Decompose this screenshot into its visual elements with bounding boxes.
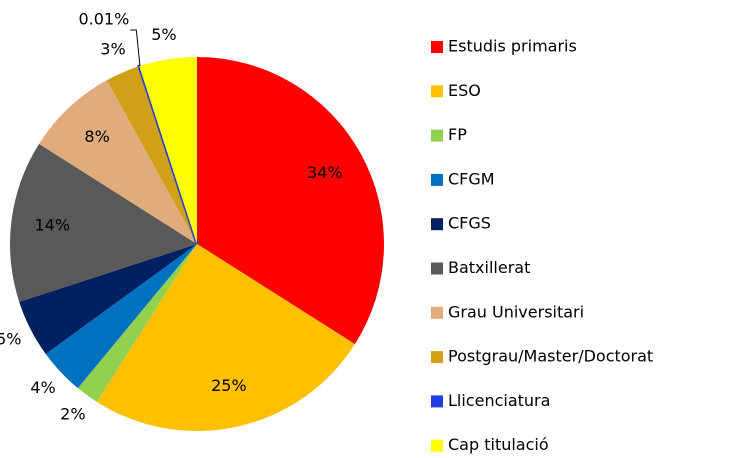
pie-slice [39, 80, 198, 245]
legend-swatch [431, 173, 443, 186]
legend-label: Grau Universitari [448, 302, 584, 321]
legend-swatch [431, 351, 443, 364]
pie-slice [137, 64, 199, 245]
pie-slice [139, 57, 197, 244]
data-label: 2% [60, 405, 85, 424]
legend-swatch [431, 262, 443, 275]
legend-swatch [431, 41, 443, 53]
data-label: 4% [30, 378, 55, 397]
legend-label: Llicenciatura [448, 391, 550, 410]
data-label: 34% [307, 163, 343, 182]
legend-swatch [431, 85, 443, 98]
pie-slice [19, 244, 198, 354]
legend-swatch [431, 129, 443, 142]
leader-line [130, 29, 141, 70]
data-label: 5% [151, 25, 176, 44]
data-label: 25% [211, 376, 247, 395]
pie-slice [96, 244, 355, 432]
legend-label: Postgrau/Master/Doctorat [448, 347, 653, 366]
legend-label: FP [448, 125, 467, 144]
legend-swatch [431, 439, 443, 452]
data-label: 3% [100, 40, 125, 59]
pie-slice [45, 244, 197, 389]
legend-swatch [431, 395, 443, 408]
legend-label: ESO [448, 81, 481, 100]
data-label: 5% [0, 330, 21, 349]
legend-label: CFGM [448, 169, 495, 188]
legend-swatch [431, 306, 443, 319]
pie-slice [197, 57, 385, 345]
legend-label: Estudis primaris [448, 37, 577, 56]
pie-slice [77, 244, 197, 402]
pie-slice [106, 66, 197, 244]
pie-slice [10, 143, 198, 302]
data-label: 8% [84, 127, 109, 146]
legend-swatch [431, 218, 443, 231]
legend-label: Batxillerat [448, 258, 530, 277]
legend-label: CFGS [448, 214, 491, 233]
legend-label: Cap titulació [448, 435, 549, 454]
data-label: 0.01% [78, 10, 129, 29]
data-label: 14% [35, 215, 71, 234]
